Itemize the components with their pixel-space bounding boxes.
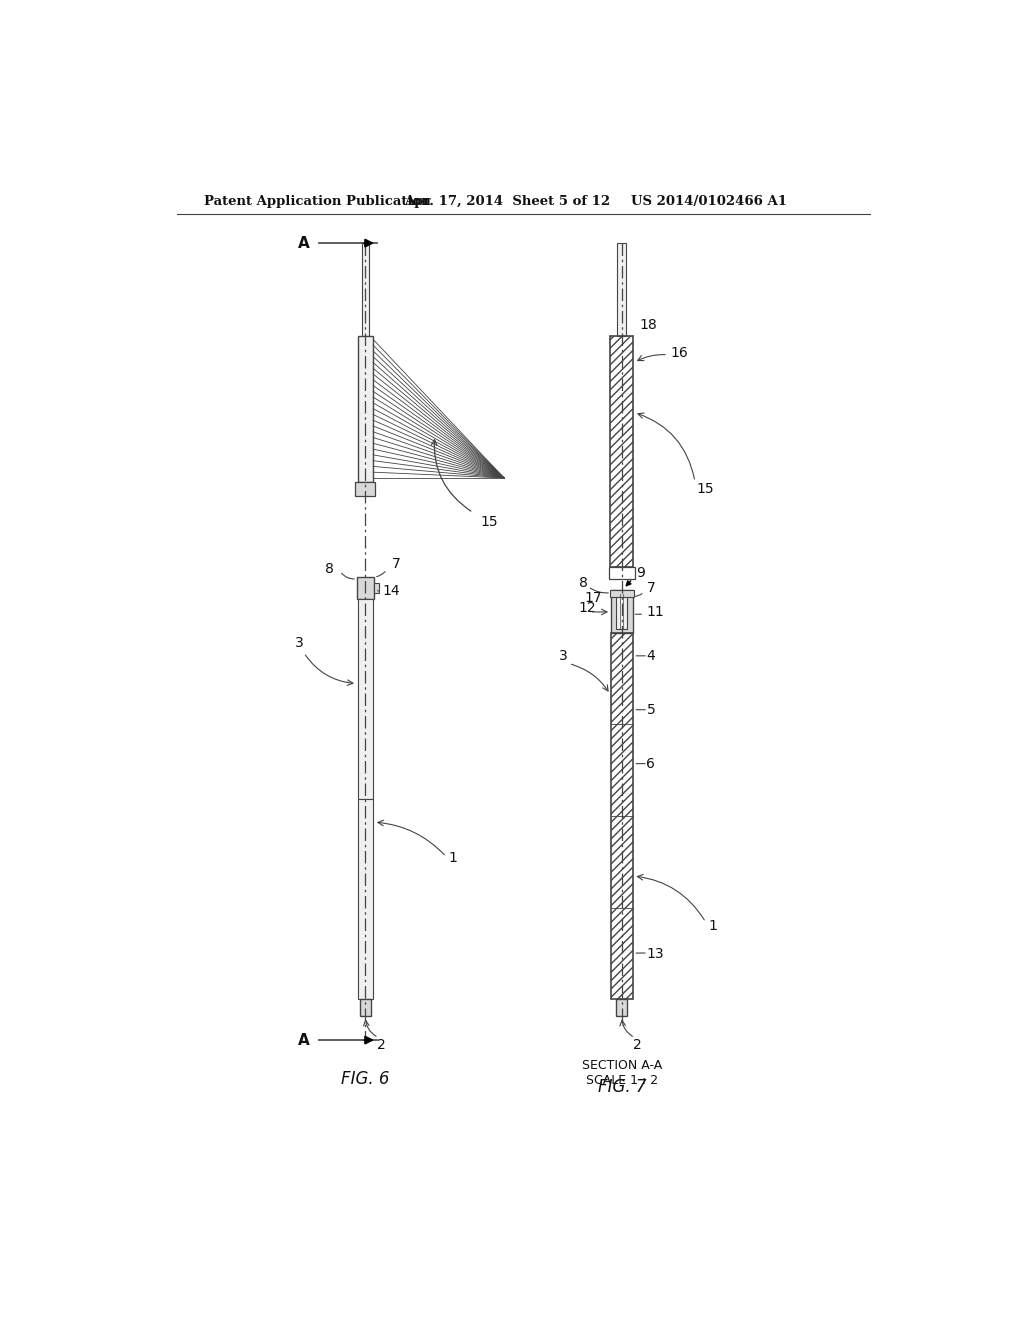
- Bar: [611, 590, 633, 632]
- Text: 11: 11: [646, 605, 665, 619]
- Text: 15: 15: [481, 516, 499, 529]
- Text: FIG. 6: FIG. 6: [341, 1071, 390, 1088]
- Text: 3: 3: [559, 648, 567, 663]
- Bar: [616, 999, 628, 1016]
- Text: 5: 5: [646, 704, 655, 717]
- Bar: [608, 566, 635, 579]
- Text: 14: 14: [382, 583, 400, 598]
- Text: 16: 16: [671, 346, 688, 360]
- Text: 3: 3: [295, 636, 303, 649]
- Text: 12: 12: [579, 601, 596, 615]
- Text: A: A: [298, 1032, 309, 1048]
- Text: 2: 2: [377, 1038, 386, 1052]
- Text: 17: 17: [584, 591, 602, 605]
- Text: 8: 8: [579, 576, 588, 590]
- Text: 15: 15: [696, 482, 714, 496]
- Text: 2: 2: [634, 1038, 642, 1052]
- Bar: [617, 243, 627, 335]
- Bar: [355, 482, 376, 496]
- Text: FIG. 7: FIG. 7: [598, 1077, 646, 1096]
- Bar: [616, 594, 628, 628]
- Bar: [357, 335, 373, 482]
- Text: SECTION A-A
SCALE 1 : 2: SECTION A-A SCALE 1 : 2: [582, 1059, 662, 1088]
- Bar: [361, 243, 370, 335]
- Text: Patent Application Publication: Patent Application Publication: [204, 195, 430, 209]
- Text: 1: 1: [708, 919, 717, 933]
- Bar: [611, 632, 633, 999]
- Text: 8: 8: [325, 562, 334, 577]
- Text: 7: 7: [646, 581, 655, 595]
- Text: A: A: [298, 235, 309, 251]
- Text: 18: 18: [640, 318, 657, 333]
- Bar: [610, 335, 634, 566]
- Bar: [374, 583, 379, 593]
- Text: 13: 13: [646, 946, 665, 961]
- Bar: [357, 577, 374, 599]
- Bar: [357, 799, 373, 999]
- Text: 7: 7: [392, 557, 401, 572]
- Text: US 2014/0102466 A1: US 2014/0102466 A1: [631, 195, 787, 209]
- Bar: [609, 590, 634, 597]
- Text: 1: 1: [449, 851, 458, 865]
- Text: 9: 9: [636, 565, 644, 579]
- Bar: [357, 599, 373, 799]
- Bar: [360, 999, 371, 1016]
- Text: 6: 6: [646, 758, 655, 771]
- Text: 4: 4: [646, 649, 655, 664]
- Text: Apr. 17, 2014  Sheet 5 of 12: Apr. 17, 2014 Sheet 5 of 12: [403, 195, 610, 209]
